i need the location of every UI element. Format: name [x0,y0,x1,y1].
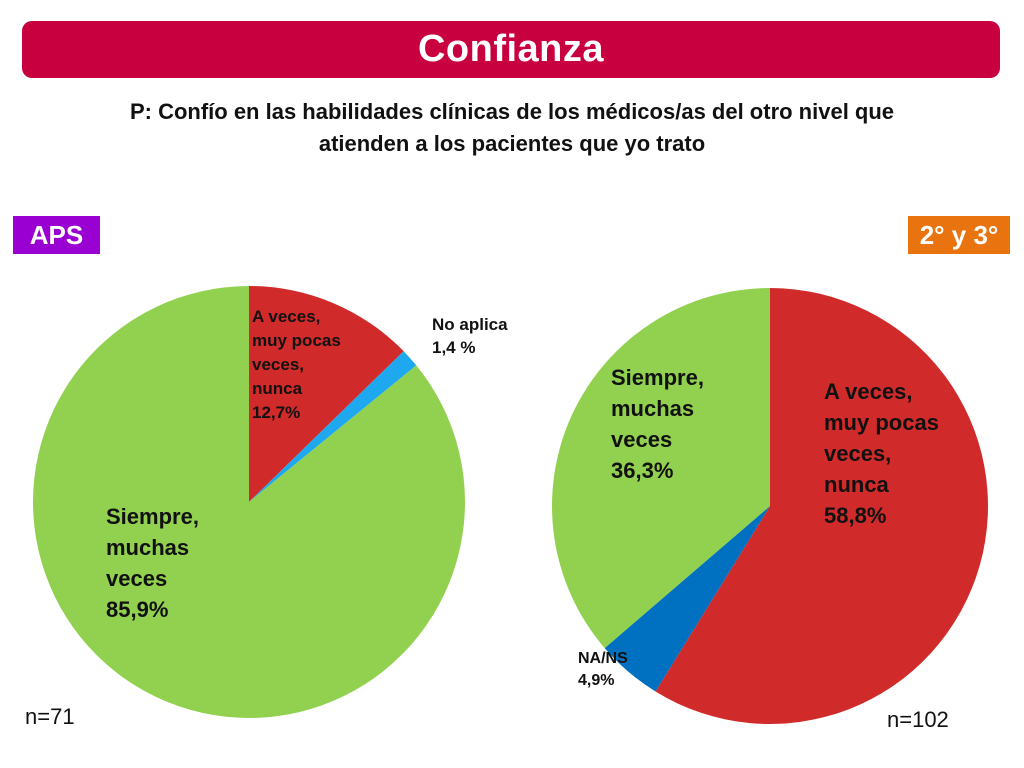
group-tag-aps-label: APS [29,219,84,250]
sample-size-secondary-tertiary: n=102 [887,707,949,732]
question-line-2: atienden a los pacientes que yo trato [318,131,706,156]
pie-1-slice-2-label: Siempre, muchas veces 36,3% [611,365,704,483]
pie-1-slice-0-label: A veces, muy pocas veces, nunca 58,8% [824,379,939,528]
pie-0-slice-2-label: Siempre, muchas veces 85,9% [106,504,199,622]
pie-0-slice-2 [33,286,466,718]
page-title: Confianza [417,28,605,70]
title-banner: Confianza [22,21,1000,78]
survey-question: P: Confío en las habilidades clínicas de… [40,96,984,160]
question-line-1: P: Confío en las habilidades clínicas de… [129,99,895,124]
pie-0-slice-1-label: No aplica 1,4 % [432,315,508,357]
pie-1-slice-1 [604,506,770,692]
pie-1-slice-0 [655,288,988,724]
sample-size-aps: n=71 [25,704,75,729]
pie-1-slice-1-label: NA/NS 4,9% [578,650,628,689]
pie-0-slice-0 [249,286,404,502]
pie-1-slice-2 [552,288,770,649]
group-tag-secondary-tertiary: 2° y 3° [908,216,1010,254]
pie-0-slice-0-label: A veces, muy pocas veces, nunca 12,7% [252,307,341,422]
pie-0-slice-1 [249,351,417,502]
group-tag-secondary-tertiary-label: 2° y 3° [919,219,999,250]
group-tag-aps: APS [13,216,100,254]
